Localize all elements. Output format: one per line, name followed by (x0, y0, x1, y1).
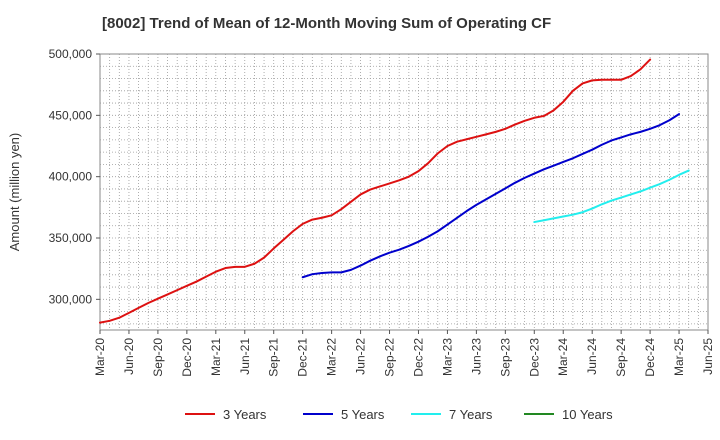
series-layer (99, 58, 690, 324)
series-line-5-years (301, 113, 681, 279)
x-tick-label: Jun-25 (701, 338, 715, 375)
x-tick-label: Sep-21 (267, 338, 281, 377)
x-tick-label: Jun-24 (585, 338, 599, 375)
x-tick-label: Dec-23 (527, 338, 541, 377)
legend: 3 Years 5 Years 7 Years 10 Years (185, 407, 613, 422)
x-tick-label: Jun-22 (354, 338, 368, 375)
x-tick-label: Dec-22 (411, 338, 425, 377)
x-tick-label: Sep-24 (614, 338, 628, 377)
plot-area (99, 53, 709, 331)
x-tick-label: Mar-20 (93, 338, 107, 376)
y-axis-label: Amount (million yen) (7, 133, 22, 252)
x-tick-label: Mar-23 (440, 338, 454, 376)
y-tick-label: 450,000 (49, 108, 93, 122)
x-tick-label: Mar-22 (325, 338, 339, 376)
y-tick-label: 350,000 (49, 231, 93, 245)
chart-title: [8002] Trend of Mean of 12-Month Moving … (102, 15, 551, 32)
x-tick-label: Jun-20 (122, 338, 136, 375)
x-tick-label: Dec-24 (643, 338, 657, 377)
series-line-7-years (533, 169, 690, 224)
series-line-3-years (99, 58, 652, 324)
gridlines (100, 54, 708, 330)
y-tick-label: 500,000 (49, 47, 93, 61)
x-axis: Mar-20 Jun-20 Sep-20 Dec-20 Mar-21 Jun-21 Sep-… (93, 330, 715, 377)
y-tick-label: 300,000 (49, 292, 93, 306)
x-tick-label: Dec-20 (180, 338, 194, 377)
x-tick-label: Jun-21 (238, 338, 252, 375)
x-tick-label: Sep-22 (383, 338, 397, 377)
legend-label-10-years: 10 Years (562, 407, 613, 422)
legend-label-3-years: 3 Years (223, 407, 267, 422)
legend-label-7-years: 7 Years (449, 407, 493, 422)
x-tick-label: Sep-20 (151, 338, 165, 377)
y-tick-label: 400,000 (49, 170, 93, 184)
y-axis: 300,000 350,000 400,000 450,000 500,000 (49, 47, 100, 306)
x-tick-label: Sep-23 (498, 338, 512, 377)
x-tick-label: Mar-25 (672, 338, 686, 376)
x-tick-label: Mar-24 (556, 338, 570, 376)
x-tick-label: Mar-21 (209, 338, 223, 376)
x-tick-label: Dec-21 (296, 338, 310, 377)
x-tick-label: Jun-23 (469, 338, 483, 375)
legend-label-5-years: 5 Years (341, 407, 385, 422)
